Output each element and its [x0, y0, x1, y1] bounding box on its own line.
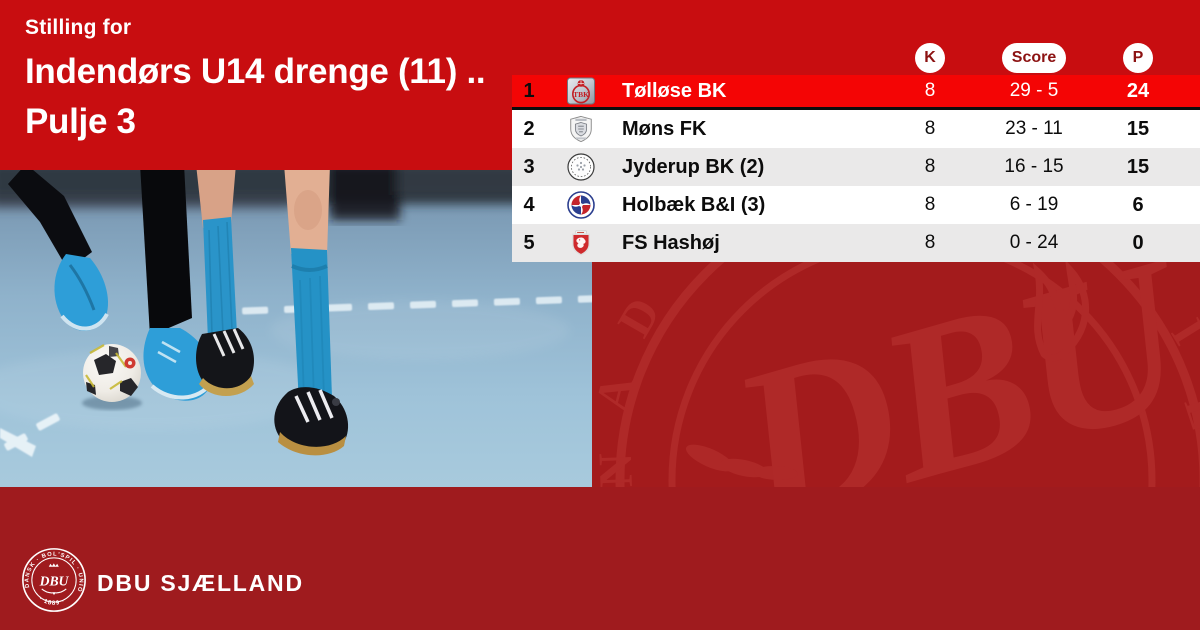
footer-band: DANSK · BOL'SPIL · UNION · 1889 · DBU DB…: [0, 487, 1200, 630]
jyderup-bk-crest: [566, 152, 596, 182]
points-value: 6: [1132, 193, 1144, 216]
holbaek-bi-crest: [566, 190, 596, 220]
moens-fk-crest: [566, 114, 596, 144]
futsal-photo: [0, 170, 592, 487]
kicker-text: Stilling for: [25, 16, 132, 39]
table-row: 3 Jyderup BK (2) 8 16 - 15 15: [512, 148, 1200, 186]
dbu-crest-logo: DANSK · BOL'SPIL · UNION · 1889 · DBU: [21, 547, 86, 612]
brand-name: DBU SJÆLLAND: [97, 570, 304, 596]
football: [82, 344, 142, 410]
team-name: Tølløse BK: [622, 79, 727, 102]
points-value: 0: [1132, 231, 1144, 254]
matches-value: 8: [924, 232, 936, 253]
watermark-region: D A N I L - DBU: [592, 262, 1200, 487]
score-value: 16 - 15: [1004, 156, 1064, 177]
players-legs: [8, 170, 349, 456]
score-value: 0 - 24: [1009, 232, 1059, 253]
page-title: Indendørs U14 drenge (11) .. Pulje 3: [25, 47, 486, 146]
score-value: 6 - 19: [1009, 194, 1059, 215]
team-name: Holbæk B&I (3): [622, 193, 766, 216]
watermark-monogram: DBU: [706, 262, 1200, 487]
watermark-wing: [685, 444, 798, 481]
crest-crown: [48, 563, 59, 567]
matches-column-badge: K: [915, 43, 945, 73]
matches-value: 8: [924, 80, 936, 101]
matches-value: 8: [924, 118, 936, 139]
table-row: 1 TBK Tølløse BK 8 29 - 5 24: [512, 75, 1200, 110]
points-value: 15: [1126, 117, 1150, 140]
table-row: 5 FS Hashøj 8 0 - 24 0: [512, 224, 1200, 262]
position-number: 1: [523, 79, 535, 102]
dbu-watermark-crest: D A N I L - DBU: [592, 262, 1200, 487]
points-value: 24: [1126, 79, 1150, 102]
score-value: 23 - 11: [1005, 118, 1063, 139]
court-corner-lines: [0, 413, 60, 457]
matches-value: 8: [924, 194, 936, 215]
team-name: FS Hashøj: [622, 231, 720, 254]
position-number: 5: [523, 231, 535, 254]
table-row: 2 Møns FK 8 23 - 11 15: [512, 110, 1200, 148]
position-number: 4: [523, 193, 535, 216]
score-value: 29 - 5: [1009, 80, 1059, 101]
standings-table: K Score P 1 TBK Tølløse BK 8 29: [512, 42, 1200, 262]
fs-hashoej-crest: [566, 228, 596, 258]
page-title-line1: Indendørs U14 drenge (11) ..: [25, 52, 486, 91]
crest-monogram: DBU: [39, 574, 70, 589]
watermark-letter: N: [592, 452, 643, 487]
position-number: 3: [523, 155, 535, 178]
title-block: Stilling for Indendørs U14 drenge (11) .…: [25, 16, 486, 146]
standings-header: K Score P: [512, 42, 1200, 75]
court-dashed-line: [242, 294, 592, 315]
toelloese-bk-crest: TBK: [566, 76, 596, 106]
page-title-line2: Pulje 3: [25, 101, 136, 141]
svg-text:TBK: TBK: [573, 90, 589, 99]
points-value: 15: [1126, 155, 1150, 178]
score-column-badge: Score: [1002, 43, 1066, 73]
watermark-flame: [1032, 262, 1090, 362]
crest-wings: [41, 588, 67, 594]
table-row: 4 Holbæk B&I (3) 8 6 - 19 6: [512, 186, 1200, 224]
crest-year-text: · 1889 ·: [38, 596, 66, 607]
svg-text:· 1889 ·: · 1889 ·: [38, 596, 67, 607]
position-number: 2: [523, 117, 535, 140]
team-name: Møns FK: [622, 117, 707, 140]
futsal-photo-graphic: [0, 170, 592, 487]
matches-value: 8: [924, 156, 936, 177]
points-column-badge: P: [1123, 43, 1153, 73]
watermark-letter: -: [1179, 464, 1200, 484]
team-name: Jyderup BK (2): [622, 155, 765, 178]
